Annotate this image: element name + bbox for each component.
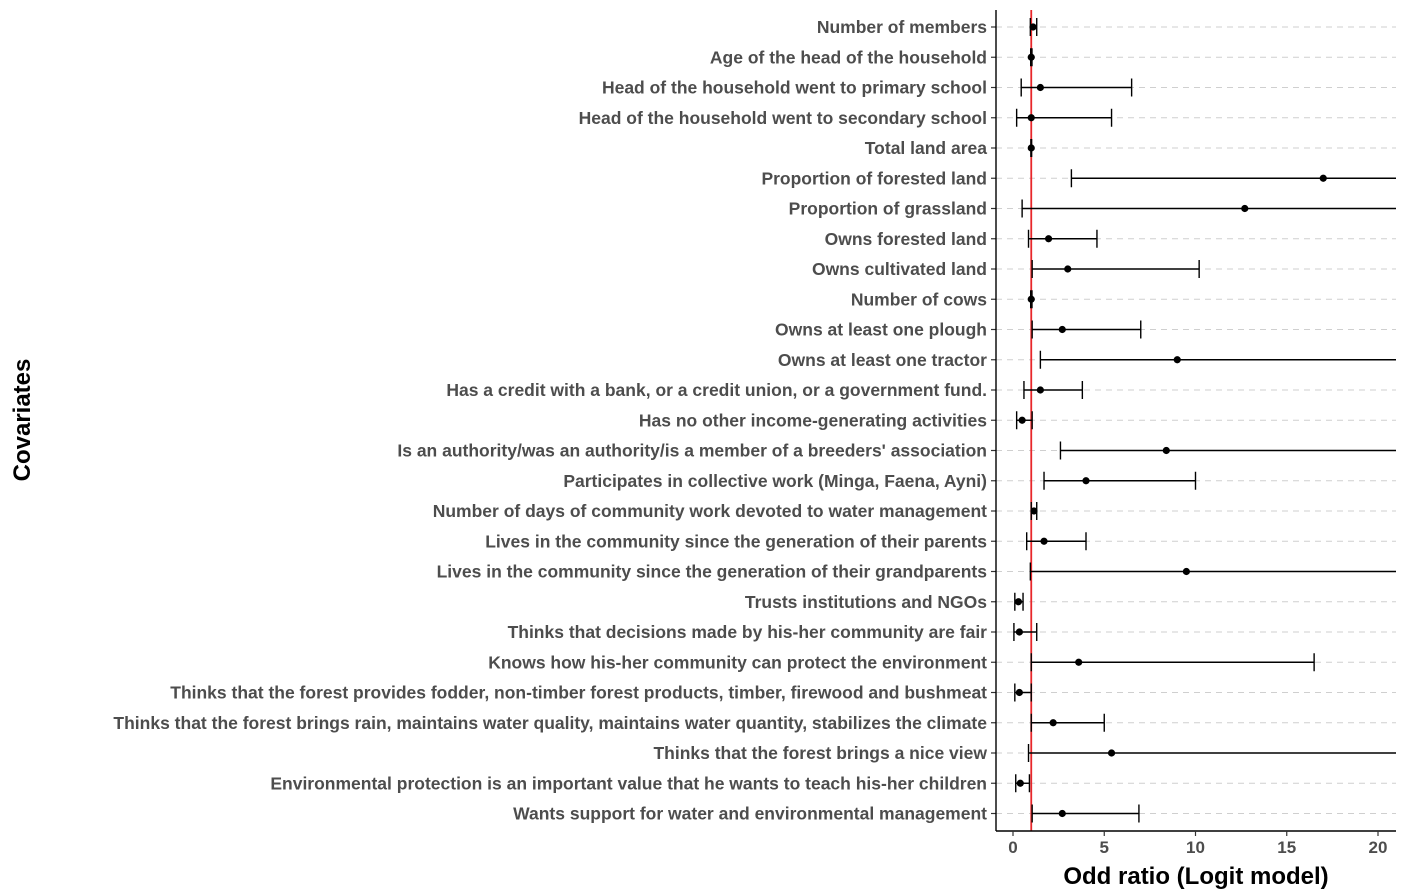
covariate-label: Has no other income-generating activitie…	[639, 410, 987, 430]
odds-ratio-point	[1082, 477, 1090, 485]
odds-ratio-point	[1173, 356, 1181, 364]
x-tick-label: 10	[1186, 838, 1205, 857]
odds-ratio-point	[1027, 53, 1035, 61]
odds-ratio-point	[1030, 507, 1038, 515]
covariate-label: Owns at least one tractor	[778, 350, 987, 370]
odds-ratio-point	[1036, 386, 1044, 394]
odds-ratio-point	[1036, 83, 1044, 92]
covariate-label: Has a credit with a bank, or a credit un…	[446, 380, 987, 400]
odds-ratio-point	[1027, 295, 1035, 303]
covariate-label: Head of the household went to secondary …	[579, 108, 987, 128]
covariate-label: Thinks that decisions made by his-her co…	[508, 622, 988, 642]
odds-ratio-point	[1182, 567, 1190, 576]
odds-ratio-point	[1044, 235, 1053, 243]
covariate-label: Knows how his-her community can protect …	[488, 652, 987, 672]
covariate-label: Environmental protection is an important…	[270, 773, 987, 793]
x-tick-label: 20	[1369, 838, 1388, 857]
odds-ratio-point	[1058, 809, 1066, 818]
x-axis-ticks: 0 5 10 15 20	[1008, 831, 1387, 857]
odds-ratio-point	[1162, 446, 1170, 455]
odds-ratio-point	[1319, 174, 1327, 182]
odds-ratio-point	[1064, 265, 1072, 273]
point-estimates	[1014, 23, 1327, 818]
x-tick-label: 0	[1008, 838, 1017, 857]
odds-ratio-point	[1107, 749, 1116, 757]
covariate-label: Owns at least one plough	[775, 320, 987, 340]
covariate-label: Head of the household went to primary sc…	[602, 78, 987, 98]
covariate-label: Lives in the community since the generat…	[485, 531, 987, 551]
odds-ratio-point	[1027, 144, 1035, 152]
covariate-label: Thinks that the forest provides fodder, …	[170, 683, 987, 703]
odds-ratio-point	[1241, 204, 1249, 213]
odds-ratio-point	[1015, 628, 1023, 636]
covariate-label: Trusts institutions and NGOs	[745, 592, 987, 612]
odds-ratio-point	[1014, 598, 1023, 606]
odds-ratio-point	[1075, 658, 1083, 666]
covariate-label: Thinks that the forest brings a nice vie…	[653, 743, 987, 763]
odds-ratio-point	[1015, 688, 1023, 697]
odds-ratio-point	[1058, 325, 1066, 334]
covariate-label: Total land area	[865, 138, 987, 158]
odds-ratio-point	[1029, 23, 1037, 31]
y-axis-labels: Number of members Age of the head of the …	[113, 17, 987, 824]
covariate-label: Lives in the community since the generat…	[437, 562, 988, 582]
x-tick-label: 15	[1277, 838, 1296, 857]
covariate-label: Is an authority/was an authority/is a me…	[397, 441, 987, 461]
covariate-label: Number of cows	[851, 289, 987, 309]
covariate-label: Owns forested land	[825, 229, 987, 249]
odds-ratio-point	[1027, 114, 1035, 122]
covariate-label: Owns cultivated land	[812, 259, 987, 279]
gridlines	[996, 26, 1396, 815]
y-axis-ticks	[991, 26, 996, 815]
x-axis-title: Odd ratio (Logit model)	[1063, 863, 1328, 890]
odds-ratio-point	[1049, 719, 1057, 727]
covariate-label: Wants support for water and environmenta…	[513, 804, 987, 824]
covariate-label: Proportion of forested land	[761, 168, 987, 188]
covariate-label: Age of the head of the household	[710, 47, 987, 67]
covariate-label: Number of members	[817, 17, 987, 37]
odds-ratio-point	[1016, 779, 1024, 787]
y-axis-title: Covariates	[9, 359, 36, 482]
covariate-label: Participates in collective work (Minga, …	[563, 471, 987, 491]
x-tick-label: 5	[1100, 838, 1109, 857]
odds-ratio-point	[1040, 537, 1048, 545]
odds-ratio-point	[1018, 416, 1026, 424]
covariate-label: Number of days of community work devoted…	[433, 501, 987, 521]
covariate-label: Proportion of grassland	[789, 199, 987, 219]
covariate-label: Thinks that the forest brings rain, main…	[113, 713, 987, 733]
